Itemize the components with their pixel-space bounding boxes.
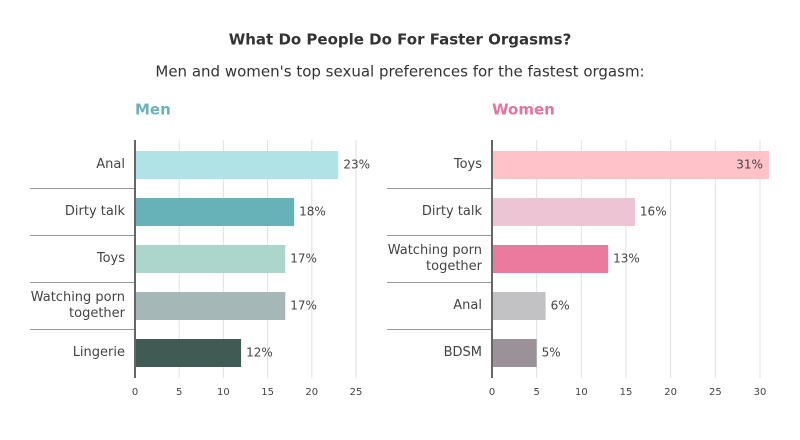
value-label: 17% [290,252,317,266]
value-label: 16% [640,205,667,219]
x-tick-label: 25 [709,387,722,398]
category-label: Dirty talk [421,204,482,219]
x-tick-label: 0 [489,387,495,398]
category-label: Anal [453,298,482,313]
bar [492,339,537,367]
x-tick-label: 15 [620,387,633,398]
bar [492,198,635,226]
page-subtitle: Men and women's top sexual preferences f… [155,63,644,81]
x-tick-label: 30 [754,387,767,398]
chart-title: Men [135,101,171,119]
value-label: 13% [613,252,640,266]
category-label: Watching porn together [387,243,482,274]
x-tick-label: 5 [176,387,182,398]
category-label: Lingerie [72,345,125,360]
bar [135,339,242,367]
category-label: Dirty talk [64,204,125,219]
x-tick-label: 20 [664,387,677,398]
x-tick-label: 15 [261,387,274,398]
category-label: Anal [96,157,125,172]
bar [492,151,769,179]
x-tick-label: 10 [217,387,230,398]
bar [492,245,609,273]
category-label: BDSM [443,345,482,360]
value-label: 5% [542,346,561,360]
category-label: Toys [453,157,482,172]
x-tick-label: 10 [575,387,588,398]
x-tick-label: 25 [350,387,363,398]
x-tick-label: 20 [305,387,318,398]
value-label: 23% [343,158,370,172]
category-label: Toys [96,251,125,266]
bar [135,151,339,179]
value-label: 12% [246,346,273,360]
bar [135,198,295,226]
page-title: What Do People Do For Faster Orgasms? [229,31,572,49]
x-tick-label: 5 [533,387,539,398]
value-label: 6% [551,299,570,313]
value-label: 31% [736,158,763,172]
bar [135,292,286,320]
x-tick-label: 0 [132,387,138,398]
chart-title: Women [492,101,555,119]
bar [135,245,286,273]
value-label: 17% [290,299,317,313]
bar [492,292,546,320]
value-label: 18% [299,205,326,219]
category-label: Watching porn together [30,290,125,321]
